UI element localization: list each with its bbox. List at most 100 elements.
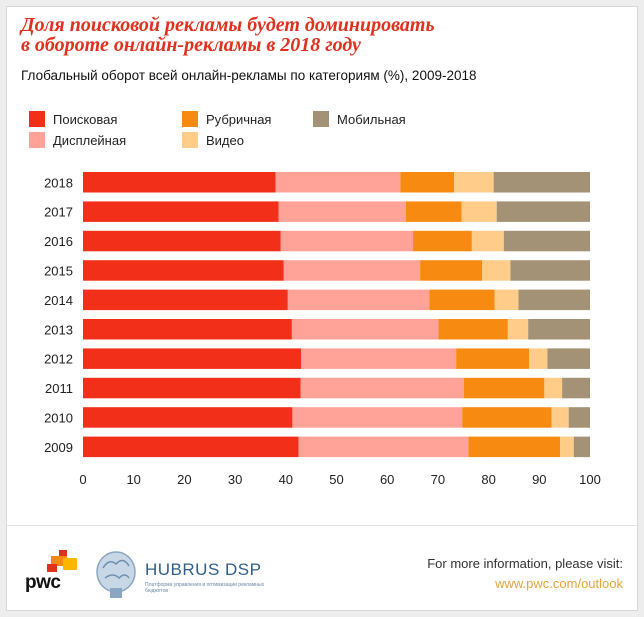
x-tick-label: 100 (579, 472, 601, 487)
y-tick-label: 2014 (44, 293, 73, 308)
y-tick-label: 2012 (44, 352, 73, 367)
page-title: Доля поисковой рекламы будет доминироват… (21, 15, 581, 55)
legend-item-video: Видео (182, 132, 244, 148)
legend-label-search: Поисковая (53, 111, 118, 127)
hubrus-logo-name: HUBRUS DSP (145, 560, 262, 579)
stacked-bar-chart: 2018201720162015201420132012201120102009… (44, 172, 601, 487)
bar-segment-2011-1 (300, 377, 464, 399)
bar-segment-2016-0 (83, 230, 281, 252)
bar-segment-2015-2 (420, 260, 483, 281)
bar-segment-2009-1 (298, 436, 469, 458)
legend-item-display: Дисплейная (29, 132, 126, 148)
bar-segment-2012-1 (301, 348, 457, 369)
bar-segment-2017-4 (496, 201, 590, 222)
bar-segment-2014-0 (83, 289, 288, 311)
bar-segment-2018-1 (275, 172, 401, 193)
bar-segment-2011-4 (562, 377, 590, 399)
legend-swatch-display (29, 132, 45, 148)
footer: pwc HUBRUS DSP Платформа управления и оп… (7, 525, 639, 611)
bar-segment-2011-0 (83, 377, 301, 399)
legend-item-mobile: Мобильная (313, 111, 406, 127)
bar-segment-2015-3 (482, 260, 511, 281)
bar-segment-2017-2 (405, 201, 462, 222)
y-tick-label: 2013 (44, 322, 73, 337)
bar-segment-2018-4 (493, 172, 590, 193)
bar-segment-2017-0 (83, 201, 279, 222)
bar-segment-2016-4 (503, 230, 590, 252)
bar-segment-2010-0 (83, 407, 293, 428)
x-tick-label: 80 (481, 472, 495, 487)
bar-segment-2018-2 (400, 172, 455, 193)
y-tick-label: 2016 (44, 234, 73, 249)
bar-segment-2014-3 (494, 289, 519, 311)
x-tick-label: 0 (79, 472, 86, 487)
bar-segment-2016-1 (280, 230, 414, 252)
bar-segment-2013-3 (507, 319, 529, 340)
legend-swatch-mobile (313, 111, 329, 127)
bar-segment-2010-3 (551, 407, 569, 428)
x-tick-label: 90 (532, 472, 546, 487)
bar-segment-2018-0 (83, 172, 276, 193)
bar-segment-2010-4 (568, 407, 590, 428)
bar-segment-2012-2 (456, 348, 530, 369)
hubrus-logo-tagline: Платформа управления и оптимизации рекла… (145, 582, 265, 594)
x-tick-label: 10 (126, 472, 140, 487)
bar-segment-2013-4 (528, 319, 590, 340)
legend-label-display: Дисплейная (53, 132, 127, 148)
bar-segment-2010-2 (462, 407, 552, 428)
bar-segment-2016-2 (413, 230, 472, 252)
bar-segment-2009-2 (468, 436, 561, 458)
title-line-2: в обороте онлайн-рекламы в 2018 году (21, 34, 361, 56)
bar-segment-2013-0 (83, 319, 292, 340)
x-tick-label: 70 (431, 472, 445, 487)
legend-swatch-classified (182, 111, 198, 127)
more-info-text: For more information, please visit: (427, 556, 623, 571)
legend-label-mobile: Мобильная (337, 111, 406, 127)
x-tick-label: 60 (380, 472, 394, 487)
legend-item-search: Поисковая (29, 111, 117, 127)
legend-label-video: Видео (206, 132, 244, 148)
x-tick-label: 20 (177, 472, 191, 487)
bar-segment-2015-0 (83, 260, 284, 281)
bar-segment-2015-1 (283, 260, 421, 281)
y-tick-label: 2011 (45, 381, 73, 396)
bar-segment-2011-2 (463, 377, 545, 399)
bar-segment-2012-4 (547, 348, 590, 369)
x-tick-label: 30 (228, 472, 242, 487)
bar-segment-2009-0 (83, 436, 299, 458)
pwc-outlook-link[interactable]: www.pwc.com/outlook (495, 576, 623, 591)
bar-segment-2012-3 (529, 348, 548, 369)
bar-segment-2014-1 (287, 289, 430, 311)
y-tick-label: 2017 (44, 205, 73, 220)
y-tick-label: 2010 (44, 410, 73, 425)
bar-segment-2017-3 (461, 201, 497, 222)
bar-segment-2017-1 (278, 201, 406, 222)
legend-swatch-search (29, 111, 45, 127)
chart-subtitle: Глобальный оборот всей онлайн-рекламы по… (21, 68, 477, 83)
bar-segment-2015-4 (510, 260, 590, 281)
hubrus-brain-icon (96, 551, 136, 598)
infographic-frame: Доля поисковой рекламы будет доминироват… (6, 6, 639, 611)
pwc-logo-icon (47, 550, 77, 572)
bar-segment-2014-4 (518, 289, 590, 311)
pwc-logo-text: pwc (25, 572, 61, 593)
y-tick-label: 2009 (44, 440, 73, 455)
bar-segment-2016-3 (471, 230, 504, 252)
legend-item-classified: Рубричная (182, 111, 271, 127)
bar-segment-2013-2 (438, 319, 508, 340)
bar-segment-2009-4 (573, 436, 590, 458)
bar-segment-2009-3 (560, 436, 574, 458)
title-line-1: Доля поисковой рекламы будет доминироват… (21, 14, 435, 36)
x-tick-label: 40 (279, 472, 293, 487)
x-tick-label: 50 (329, 472, 343, 487)
chart-legend: Поисковая Рубричная Мобильная Дисплейная… (7, 103, 639, 148)
bar-segment-2012-0 (83, 348, 302, 369)
bar-segment-2014-2 (429, 289, 495, 311)
legend-swatch-video (182, 132, 198, 148)
bar-segment-2013-1 (291, 319, 439, 340)
bar-segment-2011-3 (544, 377, 563, 399)
legend-label-classified: Рубричная (206, 111, 272, 127)
bar-segment-2018-3 (454, 172, 494, 193)
bar-segment-2010-1 (292, 407, 463, 428)
y-tick-label: 2015 (44, 263, 73, 278)
